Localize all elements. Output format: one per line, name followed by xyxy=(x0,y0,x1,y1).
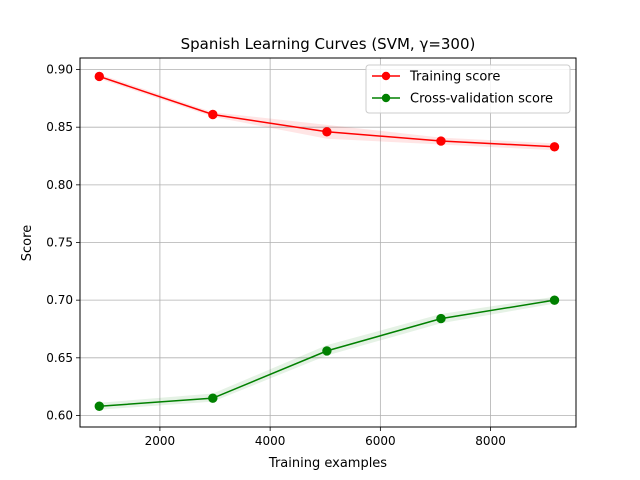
y-tick-label: 0.70 xyxy=(46,293,73,307)
y-axis-label: Score xyxy=(20,225,35,261)
x-tick-label: 6000 xyxy=(365,434,396,448)
series-1-point xyxy=(436,313,446,324)
series-0-point xyxy=(322,127,332,137)
x-axis-label: Training examples xyxy=(268,456,387,471)
legend-marker-1 xyxy=(381,93,391,103)
series-0-point xyxy=(208,109,218,120)
y-tick-label: 0.85 xyxy=(46,120,73,134)
y-tick-label: 0.80 xyxy=(46,178,73,192)
series-1-point xyxy=(549,295,560,305)
x-tick-label: 2000 xyxy=(145,434,176,448)
y-tick-label: 0.90 xyxy=(46,63,73,77)
y-tick-label: 0.60 xyxy=(46,408,73,422)
x-tick-label: 4000 xyxy=(255,434,286,448)
y-tick-label: 0.65 xyxy=(46,351,73,365)
series-1-point xyxy=(94,401,104,411)
legend-frame xyxy=(365,64,571,114)
series-0-point xyxy=(94,71,104,82)
chart-title: Spanish Learning Curves (SVM, γ=300) xyxy=(181,35,476,53)
series-1-point xyxy=(322,346,332,356)
series-1-point xyxy=(208,393,218,403)
series-0-point xyxy=(549,142,560,152)
legend-label-1: Cross-validation score xyxy=(410,92,553,107)
y-tick-label: 0.75 xyxy=(46,236,73,250)
series-0-point xyxy=(436,136,446,146)
legend-label-0: Training score xyxy=(409,70,500,85)
legend-marker-0 xyxy=(381,71,391,81)
legend: Training score Cross-validation score xyxy=(365,64,571,114)
x-tick-label: 8000 xyxy=(475,434,506,448)
